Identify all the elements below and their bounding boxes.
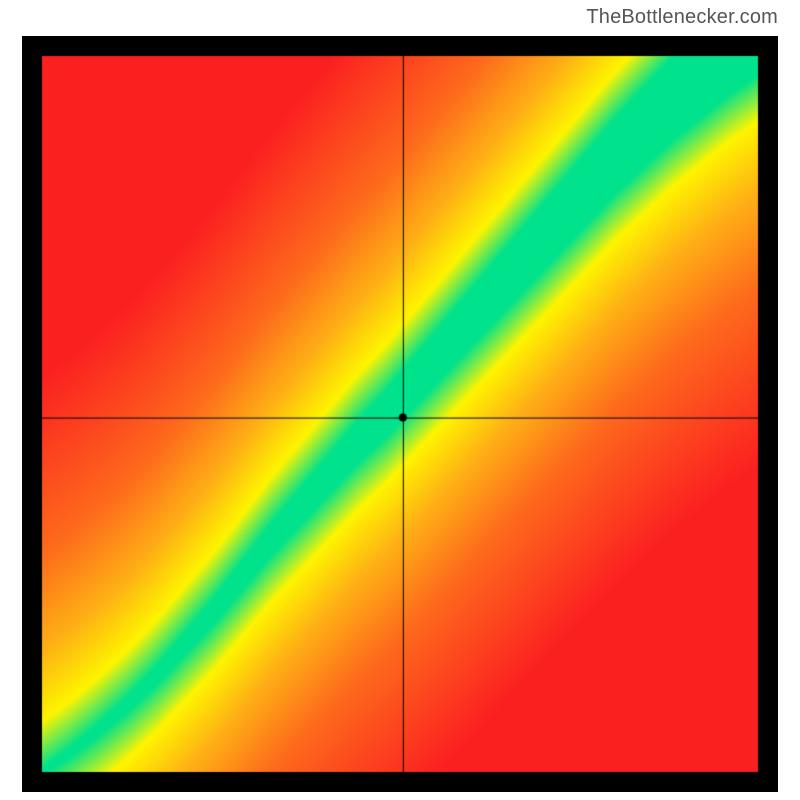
heatmap-canvas	[22, 36, 778, 792]
watermark: TheBottlenecker.com	[586, 6, 778, 29]
bottleneck-heatmap	[22, 36, 778, 792]
